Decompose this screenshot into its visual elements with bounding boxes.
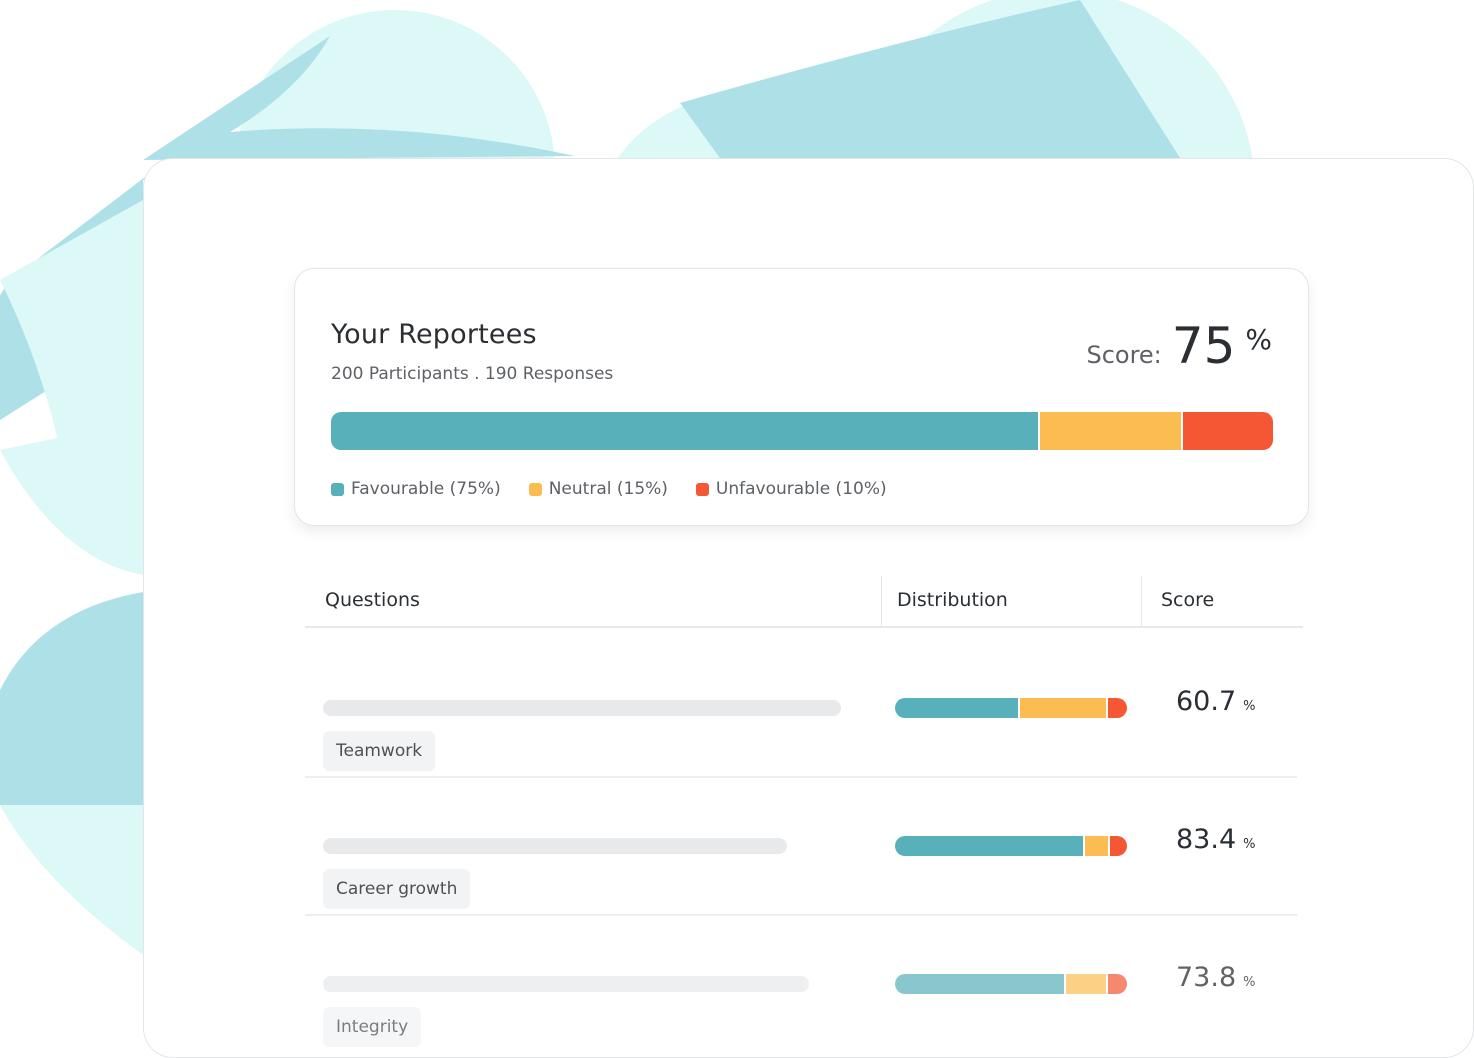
row-score-value: 83.4 [1176,824,1237,855]
legend-item-unfavourable: Unfavourable (10%) [695,479,887,499]
legend-item-neutral: Neutral (15%) [528,479,668,499]
table-row[interactable]: Teamwork 60.7 % [305,640,1297,778]
legend-item-favourable: Favourable (75%) [331,479,501,499]
row-distribution-bar [895,698,1127,718]
summary-card: Your Reportees 200 Participants . 190 Re… [294,268,1309,526]
summary-distribution-bar [331,412,1273,450]
score-label: Score: [1086,341,1162,369]
question-tag: Teamwork [323,731,436,771]
neutral-segment [1017,698,1106,718]
question-tag: Integrity [323,1007,422,1047]
question-text-placeholder [323,700,841,716]
header-distribution[interactable]: Distribution [897,589,1008,611]
question-tag: Career growth [323,869,471,909]
favourable-segment [331,412,1038,450]
row-score-value: 73.8 [1176,962,1237,993]
row-score-value: 60.7 [1176,686,1237,717]
row-score: 83.4 % [1176,824,1255,855]
row-score-unit: % [1243,975,1256,990]
summary-subtitle: 200 Participants . 190 Responses [331,364,614,384]
row-score-unit: % [1243,699,1256,714]
favourable-segment [895,836,1083,856]
header-divider [881,576,882,626]
row-score: 73.8 % [1176,962,1255,993]
score-unit: % [1245,323,1272,356]
question-text-placeholder [323,838,787,854]
unfavourable-segment [1105,698,1127,718]
legend: Favourable (75%) Neutral (15%) Unfavoura… [331,479,915,499]
favourable-segment [895,974,1065,994]
question-text-placeholder [323,976,809,992]
legend-label: Unfavourable (10%) [715,479,887,499]
row-distribution-bar [895,974,1127,994]
legend-label: Neutral (15%) [548,479,668,499]
neutral-swatch-icon [528,482,542,496]
table-row[interactable]: Career growth 83.4 % [305,778,1297,916]
overall-score: Score: 75 % [1086,321,1272,371]
neutral-segment [1037,412,1181,450]
header-score[interactable]: Score [1161,589,1215,611]
summary-title: Your Reportees [331,319,537,350]
unfavourable-segment [1105,974,1127,994]
unfavourable-segment [1180,412,1273,450]
table-header: Questions Distribution Score [305,576,1303,628]
header-divider [1141,576,1142,626]
neutral-segment [1064,974,1106,994]
neutral-segment [1082,836,1109,856]
favourable-segment [895,698,1018,718]
row-distribution-bar [895,836,1127,856]
row-score: 60.7 % [1176,686,1255,717]
unfavourable-segment [1108,836,1127,856]
table-row[interactable]: Integrity 73.8 % [305,916,1297,1054]
legend-label: Favourable (75%) [351,479,501,499]
score-value: 75 [1171,317,1236,375]
favourable-swatch-icon [331,482,344,496]
unfavourable-swatch-icon [695,482,709,496]
row-score-unit: % [1243,837,1256,852]
header-questions[interactable]: Questions [325,589,420,611]
